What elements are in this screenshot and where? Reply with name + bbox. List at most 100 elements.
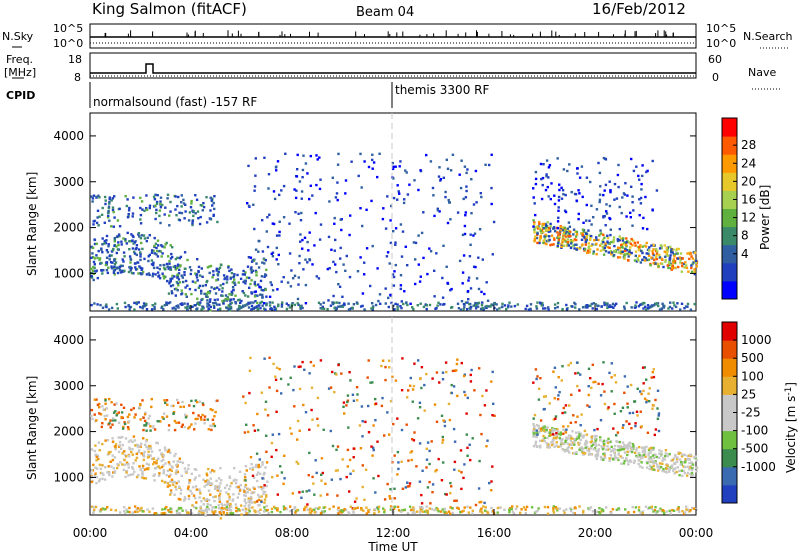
- velocity-cell: [678, 510, 681, 513]
- power-cell: [501, 305, 504, 308]
- power-cell: [516, 303, 519, 306]
- power-cell: [297, 303, 300, 306]
- velocity-cell: [607, 437, 610, 440]
- power-cell: [290, 269, 293, 272]
- power-cell: [221, 294, 224, 297]
- xtick-0000: 00:00: [73, 526, 108, 540]
- velocity-cell: [176, 470, 179, 474]
- power-cell: [230, 271, 234, 275]
- power-cell: [436, 207, 439, 210]
- velocity-cell: [486, 511, 490, 515]
- velocity-cell: [160, 459, 163, 463]
- power-cell: [481, 258, 484, 261]
- velocity-cell: [601, 447, 605, 451]
- velocity-cell: [437, 457, 440, 461]
- velocity-cell: [535, 435, 538, 439]
- velocity-cell: [200, 418, 203, 421]
- velocity-cell: [546, 426, 549, 429]
- velocity-cell: [153, 467, 157, 470]
- power-cell: [598, 234, 601, 237]
- power-cell: [316, 158, 319, 161]
- velocity-cell: [290, 432, 293, 435]
- power-cell: [171, 284, 175, 287]
- velocity-cell: [562, 442, 565, 446]
- power-cell: [150, 259, 154, 262]
- velocity-cell: [637, 506, 641, 509]
- velocity-cell: [107, 465, 110, 468]
- velocity-cell: [336, 445, 340, 448]
- power-cell: [315, 154, 318, 157]
- power-cell: [165, 262, 169, 266]
- velocity-cell: [223, 507, 226, 510]
- velocity-cell: [684, 458, 687, 461]
- velocity-cell: [126, 510, 129, 513]
- power-cell: [618, 235, 621, 238]
- power-cell: [467, 276, 471, 279]
- power-cell: [542, 239, 545, 242]
- power-cb-tick-20: 20: [741, 174, 756, 188]
- power-cell: [254, 306, 257, 309]
- power-cell: [208, 290, 212, 293]
- velocity-cell: [112, 471, 115, 474]
- velocity-cell: [308, 489, 311, 492]
- velocity-colorbar-segment: [722, 394, 737, 413]
- velocity-cell: [320, 473, 323, 476]
- power-cell: [242, 291, 246, 295]
- power-cell: [319, 178, 322, 181]
- power-cell: [265, 295, 268, 298]
- power-cell: [635, 301, 638, 304]
- power-cell: [333, 216, 336, 220]
- power-cell: [155, 200, 159, 204]
- power-cell: [547, 226, 551, 230]
- velocity-cell: [626, 447, 630, 450]
- power-cell: [609, 304, 612, 307]
- power-cell: [222, 302, 225, 305]
- power-cell: [675, 247, 679, 251]
- velocity-cell: [541, 428, 544, 432]
- power-cell: [470, 212, 473, 215]
- power-cell: [547, 228, 550, 232]
- velocity-cell: [257, 485, 260, 489]
- power-cell: [337, 305, 340, 308]
- power-cell: [169, 244, 172, 247]
- power-cell: [635, 260, 639, 263]
- velocity-cell: [413, 431, 416, 434]
- power-cell: [222, 282, 225, 286]
- velocity-cell: [567, 445, 570, 449]
- power-cell: [104, 263, 108, 267]
- power-cell: [169, 277, 172, 281]
- velocity-cell: [251, 474, 255, 477]
- velocity-cell: [169, 480, 172, 483]
- velocity-cell: [222, 513, 225, 516]
- power-cell: [419, 275, 422, 278]
- velocity-colorbar-segment: [722, 484, 737, 504]
- power-cell: [670, 268, 673, 271]
- power-cell: [541, 183, 544, 187]
- velocity-cell: [644, 455, 647, 458]
- power-cell: [590, 302, 593, 306]
- velocity-cell: [244, 465, 248, 468]
- velocity-cell: [397, 461, 400, 464]
- power-cell: [306, 240, 309, 244]
- power-cell: [568, 163, 571, 166]
- power-cell: [164, 275, 167, 279]
- power-cell: [597, 161, 600, 165]
- power-cell: [359, 152, 362, 156]
- power-cell: [592, 250, 595, 253]
- velocity-cell: [356, 399, 359, 402]
- velocity-cell: [605, 439, 609, 443]
- velocity-cell: [215, 479, 218, 483]
- velocity-cell: [684, 461, 687, 464]
- power-cell: [96, 216, 99, 219]
- velocity-cell: [143, 413, 147, 416]
- velocity-cell: [556, 398, 560, 401]
- power-cell: [647, 258, 651, 261]
- velocity-cell: [149, 429, 152, 432]
- power-cell: [256, 305, 259, 308]
- velocity-cell: [257, 471, 260, 474]
- power-cell: [684, 261, 687, 264]
- velocity-cell: [262, 490, 265, 493]
- power-cell: [652, 243, 655, 247]
- velocity-cell: [206, 480, 209, 484]
- power-cell: [636, 257, 639, 260]
